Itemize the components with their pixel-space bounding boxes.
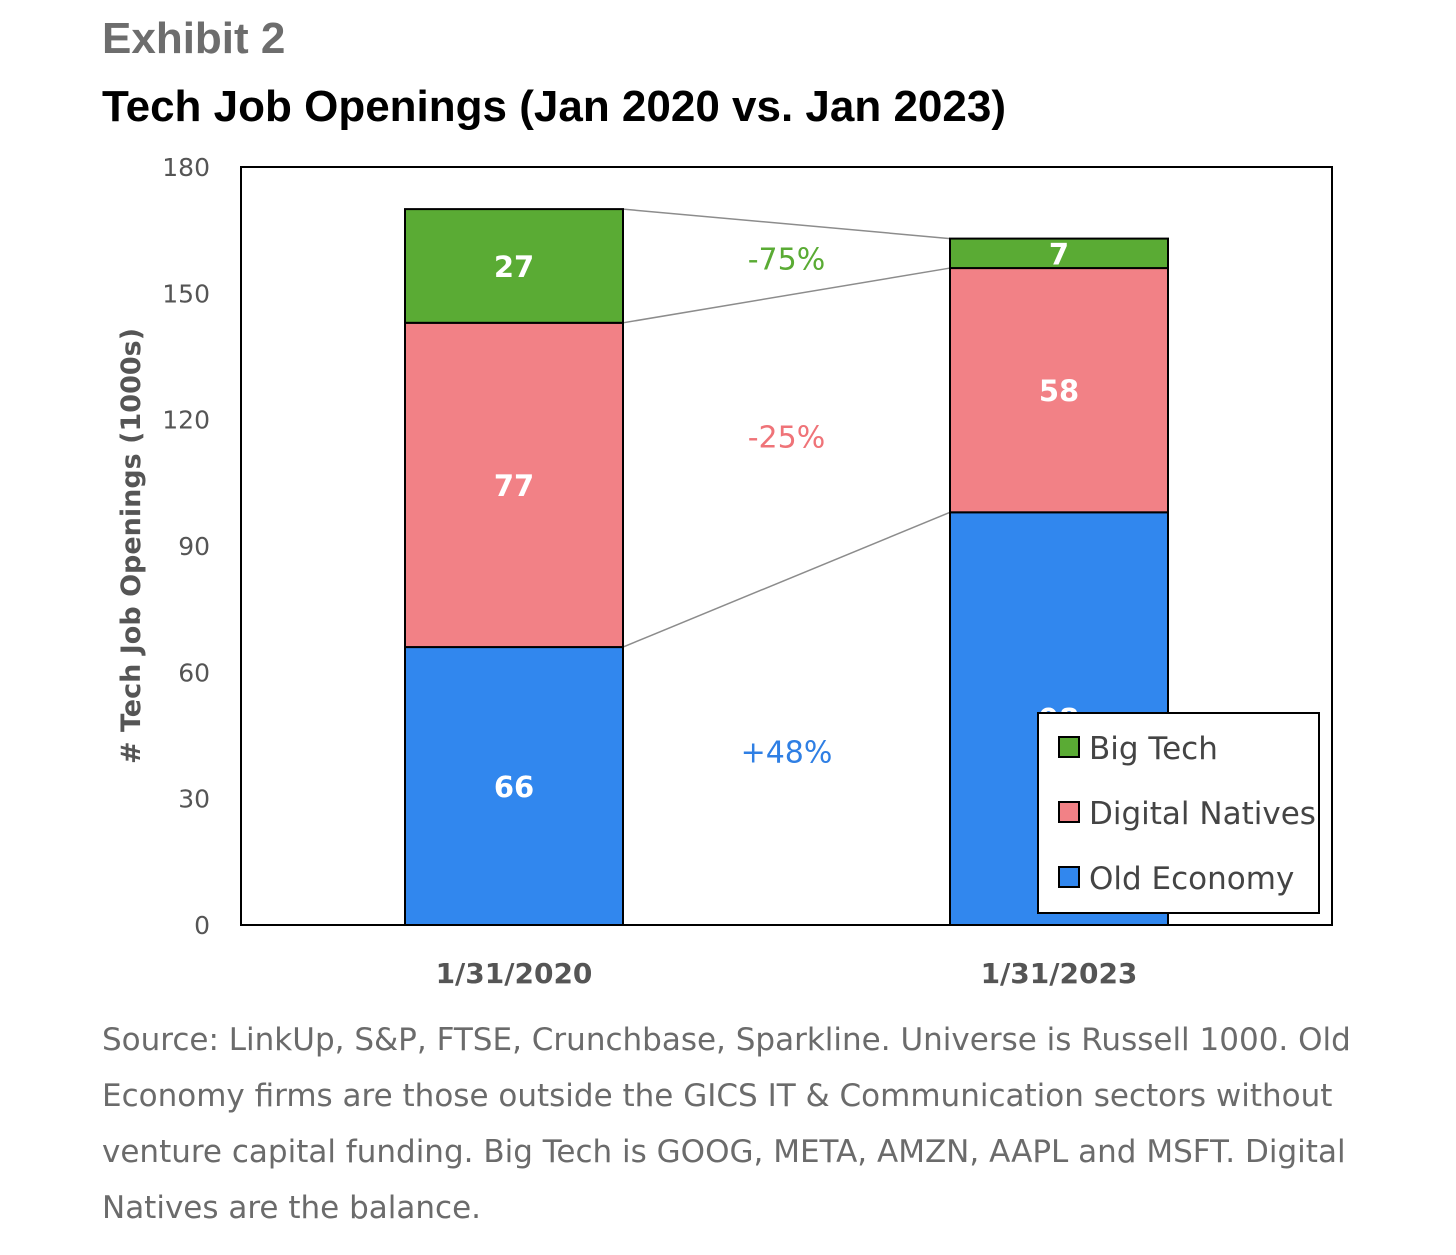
bar-digital-natives [949, 267, 1169, 514]
change-label-digital-natives: -25% [748, 421, 826, 456]
y-tick-label: 0 [194, 911, 210, 940]
legend-box [1037, 712, 1320, 914]
legend-label-big-tech: Big Tech [1089, 731, 1218, 767]
y-tick-label: 120 [162, 406, 210, 435]
legend-swatch-big-tech [1058, 736, 1080, 758]
legend: Big Tech Digital Natives Old Economy [1037, 712, 1320, 914]
legend-swatch-digital-natives [1058, 801, 1080, 823]
y-axis-label: # Tech Job Openings (1000s) [116, 328, 147, 764]
change-labels: +48% -25% -75% [741, 243, 833, 771]
change-label-old-economy: +48% [741, 735, 833, 770]
x-tick-label: 1/31/2020 [436, 957, 593, 990]
legend-swatch-old-economy [1058, 866, 1080, 888]
data-label: 7 [1049, 237, 1069, 271]
y-tick-label: 150 [162, 279, 210, 308]
exhibit-label: Exhibit 2 [102, 14, 286, 63]
data-label: 58 [1039, 374, 1079, 408]
y-tick-label: 180 [162, 153, 210, 182]
y-tick-label: 60 [178, 658, 210, 687]
data-label: 66 [494, 770, 534, 804]
change-label-big-tech: -75% [748, 243, 826, 278]
connector-big-tech [622, 208, 951, 240]
stacked-bar-chart: 0 30 60 90 120 150 180 # Tech Job Openings (10… [116, 153, 1333, 990]
bar-old-economy [404, 646, 624, 926]
legend-label-digital-natives: Digital Natives [1089, 796, 1316, 832]
x-axis-ticks: 1/31/2020 1/31/2023 [436, 957, 1138, 990]
y-tick-label: 30 [178, 785, 210, 814]
bar-big-tech [404, 208, 624, 324]
data-label: 27 [494, 250, 534, 284]
bar-big-tech [949, 237, 1169, 270]
connector-digital-natives [622, 267, 951, 324]
source-note: Source: LinkUp, S&P, FTSE, Crunchbase, S… [102, 1022, 1351, 1226]
connector-old-economy [622, 511, 951, 648]
connector-lines [622, 208, 951, 648]
legend-label-old-economy: Old Economy [1089, 861, 1294, 897]
chart-title: Tech Job Openings (Jan 2020 vs. Jan 2023… [102, 82, 1006, 131]
y-axis-ticks: 0 30 60 90 120 150 180 [162, 153, 210, 940]
data-label: 77 [494, 469, 534, 503]
y-tick-label: 90 [178, 532, 210, 561]
x-tick-label: 1/31/2023 [981, 957, 1138, 990]
